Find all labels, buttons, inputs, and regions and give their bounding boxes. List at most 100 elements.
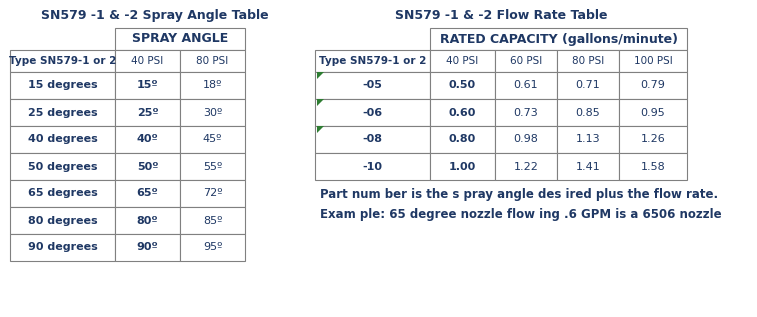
Bar [10, 50, 115, 72]
Bar [495, 99, 557, 126]
Bar [180, 126, 245, 153]
Text: 1.26: 1.26 [640, 134, 665, 145]
Text: 0.85: 0.85 [575, 107, 600, 118]
Bar [115, 234, 180, 261]
Text: 80º: 80º [137, 216, 158, 225]
Bar [180, 153, 245, 180]
Bar [10, 72, 115, 99]
Text: 80 PSI: 80 PSI [572, 56, 604, 66]
Text: 1.13: 1.13 [575, 134, 600, 145]
Text: 0.71: 0.71 [575, 81, 600, 90]
Bar [619, 126, 687, 153]
Text: 50º: 50º [137, 161, 158, 171]
Bar [115, 207, 180, 234]
Text: 0.50: 0.50 [449, 81, 476, 90]
Text: SN579 -1 & -2 Flow Rate Table: SN579 -1 & -2 Flow Rate Table [394, 9, 607, 22]
Bar [315, 126, 430, 153]
Text: 90 degrees: 90 degrees [27, 243, 98, 253]
Text: 40 degrees: 40 degrees [27, 134, 98, 145]
Bar [180, 99, 245, 126]
Text: 1.41: 1.41 [575, 161, 600, 171]
Text: 0.60: 0.60 [449, 107, 476, 118]
Bar [10, 207, 115, 234]
Bar [619, 153, 687, 180]
Text: Type SN579-1 or 2: Type SN579-1 or 2 [9, 56, 116, 66]
Bar [619, 50, 687, 72]
Text: 60 PSI: 60 PSI [510, 56, 542, 66]
Bar [619, 72, 687, 99]
Text: SPRAY ANGLE: SPRAY ANGLE [132, 33, 228, 46]
Bar [495, 50, 557, 72]
Bar [315, 72, 430, 99]
Bar [430, 126, 495, 153]
Text: 85º: 85º [203, 216, 223, 225]
Bar [115, 50, 180, 72]
Bar [557, 99, 619, 126]
Bar [180, 180, 245, 207]
Bar [10, 180, 115, 207]
Bar [430, 72, 495, 99]
Bar [10, 234, 115, 261]
Bar [115, 153, 180, 180]
Bar [557, 72, 619, 99]
Bar [10, 153, 115, 180]
Text: Exam ple: 65 degree nozzle flow ing .6 GPM is a 6506 nozzle: Exam ple: 65 degree nozzle flow ing .6 G… [320, 208, 721, 221]
Bar [180, 234, 245, 261]
Text: -08: -08 [363, 134, 382, 145]
Bar [430, 99, 495, 126]
Bar [180, 72, 245, 99]
Text: Type SN579-1 or 2: Type SN579-1 or 2 [319, 56, 426, 66]
Polygon shape [317, 126, 324, 133]
Text: 65 degrees: 65 degrees [27, 189, 98, 198]
Bar [495, 126, 557, 153]
Text: 40º: 40º [136, 134, 158, 145]
Bar [315, 99, 430, 126]
Text: 18º: 18º [203, 81, 223, 90]
Text: -06: -06 [363, 107, 382, 118]
Bar [557, 153, 619, 180]
Bar [495, 153, 557, 180]
Text: Part num ber is the s pray angle des ired plus the flow rate.: Part num ber is the s pray angle des ire… [320, 188, 718, 201]
Text: 90º: 90º [136, 243, 158, 253]
Bar [557, 126, 619, 153]
Bar [430, 50, 495, 72]
Text: -10: -10 [363, 161, 382, 171]
Polygon shape [317, 72, 324, 79]
Text: 40 PSI: 40 PSI [132, 56, 164, 66]
Text: 100 PSI: 100 PSI [634, 56, 672, 66]
Text: 30º: 30º [203, 107, 222, 118]
Text: 65º: 65º [136, 189, 158, 198]
Text: 1.58: 1.58 [640, 161, 665, 171]
Bar [557, 50, 619, 72]
Text: 50 degrees: 50 degrees [28, 161, 97, 171]
Bar [115, 72, 180, 99]
Bar [430, 153, 495, 180]
Polygon shape [317, 99, 324, 106]
Text: 72º: 72º [203, 189, 223, 198]
Bar [315, 50, 430, 72]
Bar [430, 28, 687, 50]
Bar [619, 99, 687, 126]
Text: 0.79: 0.79 [640, 81, 665, 90]
Bar [115, 180, 180, 207]
Text: 40 PSI: 40 PSI [447, 56, 478, 66]
Text: 80 PSI: 80 PSI [196, 56, 229, 66]
Text: 1.22: 1.22 [513, 161, 538, 171]
Text: -05: -05 [363, 81, 382, 90]
Bar [495, 72, 557, 99]
Bar [115, 99, 180, 126]
Text: 25 degrees: 25 degrees [28, 107, 98, 118]
Bar [315, 153, 430, 180]
Text: 80 degrees: 80 degrees [28, 216, 98, 225]
Text: 15º: 15º [137, 81, 158, 90]
Bar [10, 99, 115, 126]
Bar [180, 207, 245, 234]
Text: 0.95: 0.95 [640, 107, 665, 118]
Text: 95º: 95º [203, 243, 223, 253]
Text: RATED CAPACITY (gallons/minute): RATED CAPACITY (gallons/minute) [440, 33, 678, 46]
Text: 0.61: 0.61 [514, 81, 538, 90]
Text: 1.00: 1.00 [449, 161, 476, 171]
Bar [10, 126, 115, 153]
Text: 0.73: 0.73 [514, 107, 538, 118]
Text: 55º: 55º [203, 161, 222, 171]
